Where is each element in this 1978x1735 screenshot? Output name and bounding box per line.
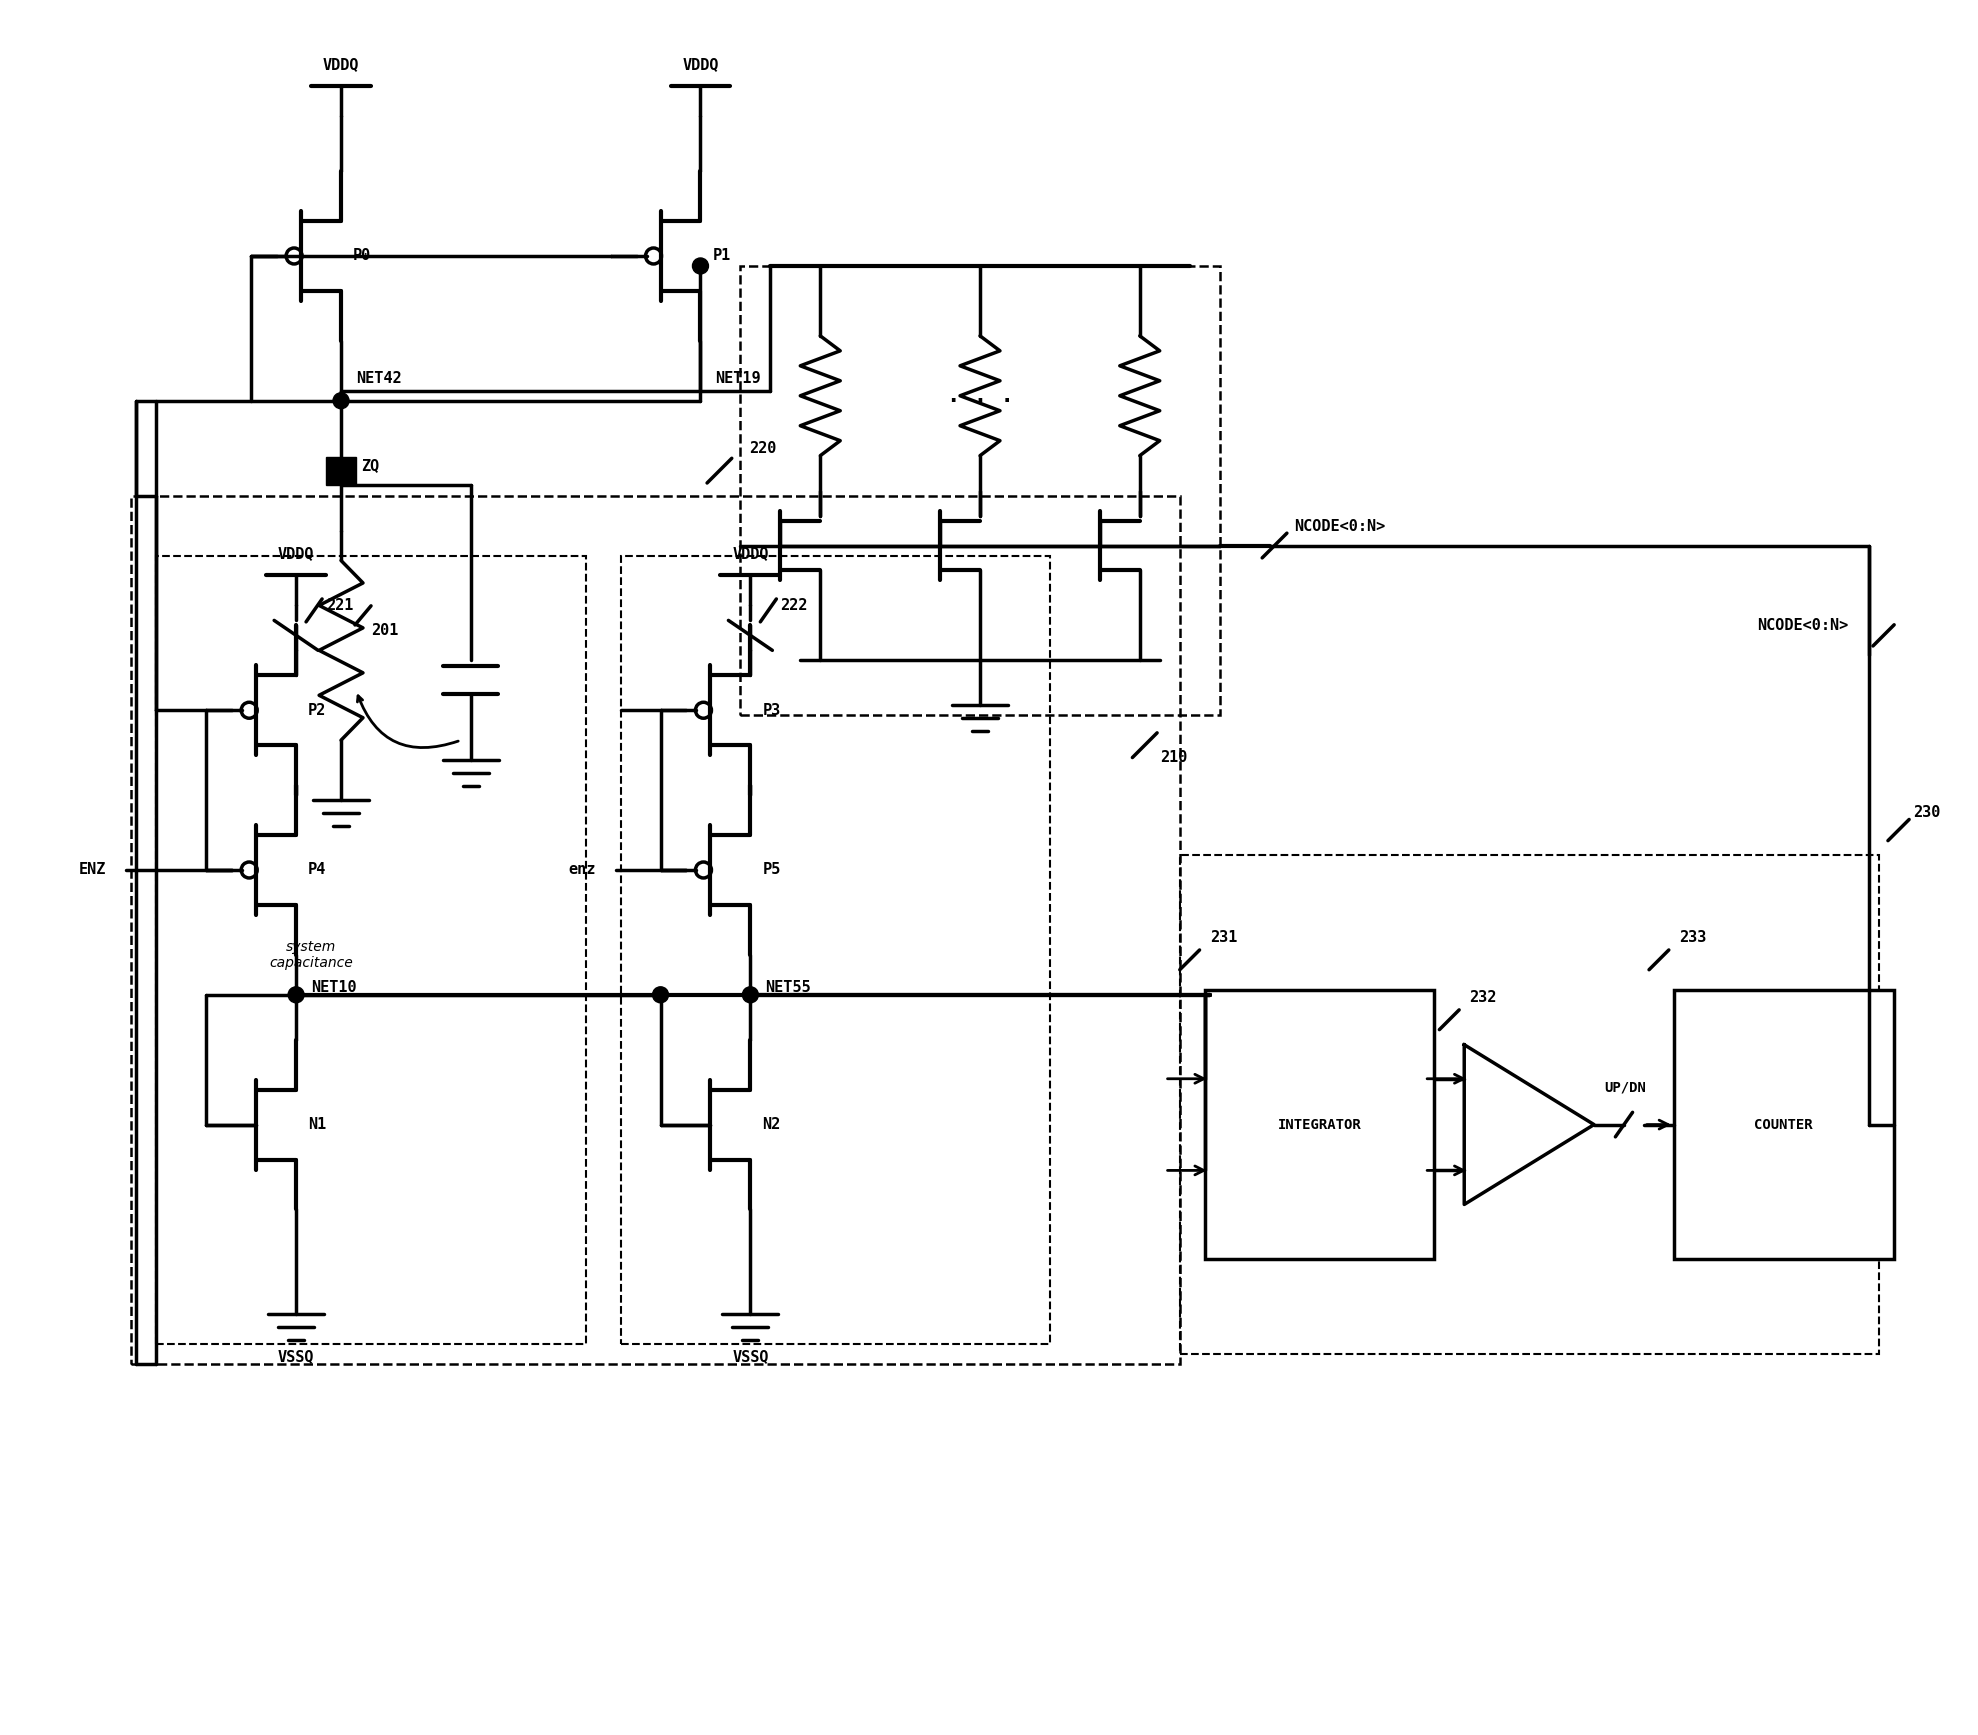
Bar	[1179, 855, 1879, 1355]
Text: ENZ: ENZ	[79, 862, 107, 878]
Text: P1: P1	[712, 248, 730, 264]
Text: 230: 230	[1913, 805, 1940, 821]
Text: 210: 210	[1159, 750, 1187, 765]
Text: VDDQ: VDDQ	[277, 547, 315, 560]
Text: 201: 201	[372, 623, 398, 638]
Text: 221: 221	[326, 599, 354, 612]
Text: 232: 232	[1470, 989, 1497, 1005]
Circle shape	[692, 259, 708, 274]
Text: P0: P0	[352, 248, 372, 264]
Circle shape	[653, 987, 669, 1003]
Text: NET55: NET55	[765, 980, 811, 994]
Text: NET42: NET42	[356, 371, 402, 385]
Bar	[740, 265, 1220, 715]
Circle shape	[332, 392, 348, 409]
Text: NET19: NET19	[716, 371, 762, 385]
Bar	[131, 496, 1179, 1364]
Bar	[1673, 989, 1893, 1260]
Bar	[156, 555, 585, 1345]
Text: VDDQ: VDDQ	[682, 57, 718, 71]
Text: VDDQ: VDDQ	[322, 57, 360, 71]
Text: UP/DN: UP/DN	[1604, 1081, 1646, 1095]
Text: 222: 222	[781, 599, 807, 612]
Bar	[326, 456, 356, 484]
Bar	[1205, 989, 1434, 1260]
Text: VSSQ: VSSQ	[732, 1348, 769, 1364]
Text: P4: P4	[309, 862, 326, 878]
Text: N2: N2	[762, 1117, 781, 1133]
Text: COUNTER: COUNTER	[1754, 1117, 1814, 1131]
Text: INTEGRATOR: INTEGRATOR	[1278, 1117, 1361, 1131]
Text: 231: 231	[1211, 930, 1236, 946]
Text: ZQ: ZQ	[362, 458, 380, 474]
Text: 220: 220	[750, 441, 777, 456]
Text: 233: 233	[1679, 930, 1707, 946]
Text: P5: P5	[762, 862, 781, 878]
Text: enz: enz	[568, 862, 595, 878]
Text: P3: P3	[762, 703, 781, 718]
Text: N1: N1	[309, 1117, 326, 1133]
Text: . . .: . . .	[947, 385, 1013, 406]
Text: NET10: NET10	[311, 980, 356, 994]
Text: VDDQ: VDDQ	[732, 547, 769, 560]
Text: VSSQ: VSSQ	[277, 1348, 315, 1364]
Circle shape	[289, 987, 305, 1003]
Text: NCODE<0:N>: NCODE<0:N>	[1756, 618, 1849, 633]
Circle shape	[742, 987, 758, 1003]
Text: system
capacitance: system capacitance	[269, 940, 352, 970]
Bar	[621, 555, 1050, 1345]
Text: P2: P2	[309, 703, 326, 718]
Text: NCODE<0:N>: NCODE<0:N>	[1294, 519, 1387, 534]
